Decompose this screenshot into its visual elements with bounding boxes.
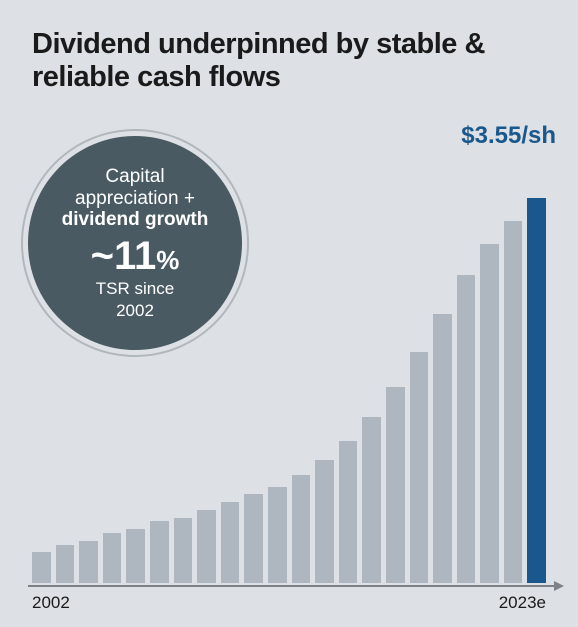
- bar: [268, 487, 287, 583]
- x-end-label: 2023e: [499, 593, 546, 613]
- bar: [79, 541, 98, 583]
- bar: [410, 352, 429, 583]
- x-start-label: 2002: [32, 593, 70, 613]
- bar: [457, 275, 476, 583]
- badge-sub2: 2002: [116, 301, 154, 321]
- badge-big-value: ~11%: [91, 235, 180, 277]
- x-axis: [28, 585, 564, 587]
- value-label: $3.55/sh: [461, 122, 556, 150]
- bar: [433, 314, 452, 584]
- badge-line1: Capital: [105, 166, 164, 188]
- badge-line3: dividend growth: [62, 209, 209, 231]
- bar: [150, 521, 169, 583]
- bar: [56, 545, 75, 584]
- bar: [504, 221, 523, 583]
- bar: [103, 533, 122, 583]
- axis-arrow-icon: [554, 581, 564, 591]
- x-axis-labels: 2002 2023e: [32, 593, 546, 613]
- bar: [339, 441, 358, 583]
- bar: [126, 529, 145, 583]
- badge-suffix: %: [156, 245, 179, 275]
- axis-stem: [28, 585, 554, 586]
- badge-sub1: TSR since: [96, 279, 174, 299]
- bar: [244, 494, 263, 583]
- tsr-badge: Capital appreciation + dividend growth ~…: [28, 136, 242, 350]
- chart-title: Dividend underpinned by stable & reliabl…: [32, 28, 546, 95]
- bar: [480, 244, 499, 583]
- bar: [174, 518, 193, 583]
- badge-value: ~11: [91, 234, 157, 278]
- bar: [197, 510, 216, 583]
- badge-line2: appreciation +: [75, 188, 195, 210]
- bar: [386, 387, 405, 583]
- bar: [292, 475, 311, 583]
- bar: [362, 417, 381, 583]
- bar: [221, 502, 240, 583]
- bar: [527, 198, 546, 583]
- bar: [315, 460, 334, 583]
- bar: [32, 552, 51, 583]
